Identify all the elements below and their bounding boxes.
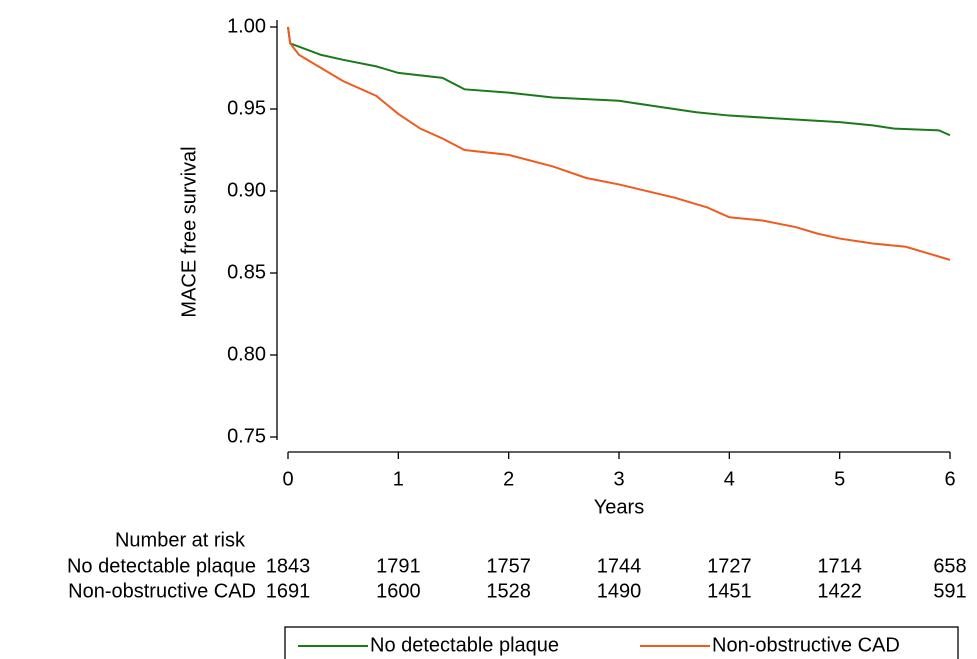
legend-label: Non-obstructive CAD [712, 634, 900, 656]
risk-count: 658 [933, 555, 966, 577]
legend-label: No detectable plaque [370, 634, 559, 656]
risk-row-label: Non-obstructive CAD [68, 580, 256, 602]
risk-count: 1714 [817, 555, 862, 577]
y-tick-label: 0.80 [227, 343, 266, 365]
x-tick-label: 4 [724, 468, 735, 490]
risk-count: 1843 [266, 555, 311, 577]
y-tick-label: 0.85 [227, 261, 266, 283]
risk-count: 1422 [817, 580, 862, 602]
risk-count: 1600 [376, 580, 421, 602]
risk-table-title: Number at risk [115, 529, 246, 551]
y-tick-label: 0.90 [227, 179, 266, 201]
survival-line [287, 26, 951, 261]
risk-count: 1757 [486, 555, 531, 577]
x-tick-label: 0 [282, 468, 293, 490]
risk-count: 1691 [266, 580, 311, 602]
risk-count: 1490 [597, 580, 642, 602]
survival-line [287, 26, 951, 137]
y-tick-label: 0.75 [227, 425, 266, 447]
y-tick-label: 0.95 [227, 97, 266, 119]
y-tick-label: 1.00 [227, 15, 266, 37]
risk-count: 1791 [376, 555, 421, 577]
risk-count: 1528 [486, 580, 531, 602]
x-axis-label: Years [594, 496, 644, 518]
legend-box [284, 626, 959, 659]
risk-count: 1451 [707, 580, 752, 602]
x-tick-label: 2 [503, 468, 514, 490]
risk-count: 1744 [597, 555, 642, 577]
x-tick-label: 5 [834, 468, 845, 490]
risk-row-label: No detectable plaque [67, 555, 256, 577]
risk-count: 1727 [707, 555, 752, 577]
x-tick-label: 6 [944, 468, 955, 490]
x-tick-label: 3 [613, 468, 624, 490]
y-axis-label: MACE free survival [178, 146, 200, 317]
x-tick-label: 1 [393, 468, 404, 490]
risk-count: 591 [933, 580, 966, 602]
